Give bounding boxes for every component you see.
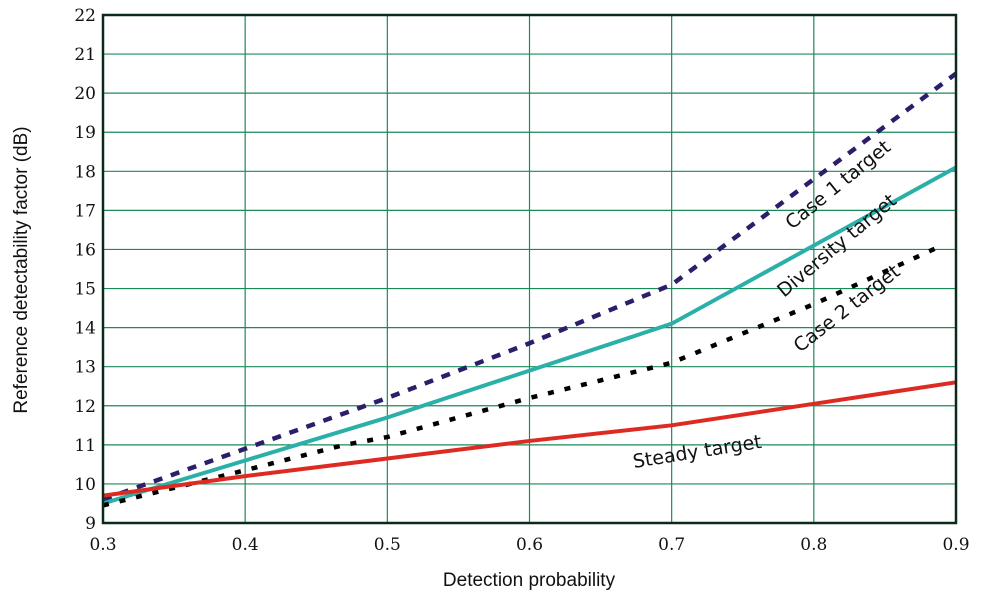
y-tick-label: 10 xyxy=(74,475,96,495)
x-tick-label: 0.8 xyxy=(800,535,827,555)
y-tick-label: 13 xyxy=(74,358,96,378)
series-line-steady-target xyxy=(102,380,957,498)
y-tick-label: 15 xyxy=(74,280,96,300)
x-tick-label: 0.6 xyxy=(516,535,543,555)
y-tick-label: 19 xyxy=(74,123,96,143)
y-tick-label: 21 xyxy=(74,45,96,65)
label-steady-target: Steady target xyxy=(631,431,763,473)
series-line-case-2-target xyxy=(102,243,943,508)
y-tick-label: 22 xyxy=(74,6,96,26)
y-axis-label: Reference detectability factor (dB) xyxy=(11,126,32,413)
series-line-diversity-target xyxy=(102,165,957,506)
x-tick-label: 0.4 xyxy=(232,535,259,555)
x-tick-label: 0.5 xyxy=(374,535,401,555)
y-tick-label: 14 xyxy=(74,319,96,339)
y-tick-label: 12 xyxy=(74,397,96,417)
y-tick-label: 17 xyxy=(74,201,96,221)
grid xyxy=(102,14,957,524)
y-tick-label: 9 xyxy=(85,514,96,534)
y-tick-label: 16 xyxy=(74,240,96,260)
x-tick-label: 0.3 xyxy=(89,535,116,555)
y-tick-label: 20 xyxy=(74,84,96,104)
plot-frame xyxy=(101,13,958,525)
series-line-case-1-target xyxy=(102,71,958,502)
x-tick-label: 0.9 xyxy=(942,535,969,555)
x-axis-label: Detection probability xyxy=(443,570,616,591)
tick-labels: 0.3 0.4 0.5 0.6 0.7 0.8 0.9 9 10 11 12 13 14 15 16 17 18… xyxy=(74,6,969,555)
y-tick-label: 18 xyxy=(74,162,96,182)
x-tick-label: 0.7 xyxy=(658,535,685,555)
series-lines xyxy=(102,71,958,508)
y-tick-label: 11 xyxy=(74,436,96,456)
